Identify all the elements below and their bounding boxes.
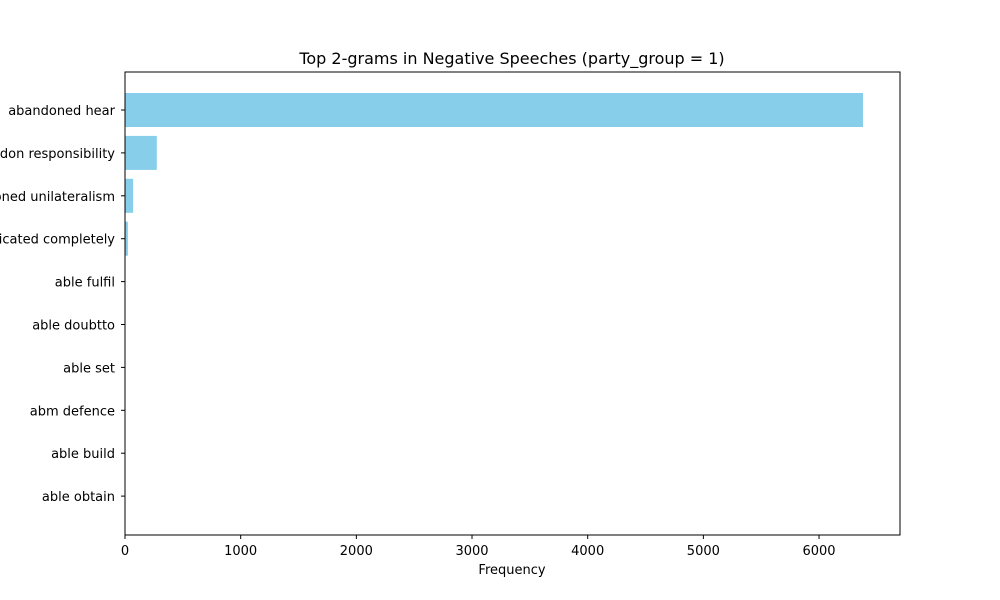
bars-group: [125, 93, 863, 514]
y-tick-label: abm defence: [30, 404, 115, 419]
x-tick-label: 4000: [571, 544, 604, 559]
x-tick-label: 0: [121, 544, 129, 559]
plot-frame: [124, 71, 901, 536]
bar: [125, 135, 157, 170]
y-tick-label: abandoned unilateralism: [0, 190, 115, 205]
y-tick-label: able doubtto: [32, 319, 115, 334]
y-axis-ticks: abandoned hear abandon responsibility aban…: [0, 104, 125, 505]
y-tick-label: able fulfil: [55, 276, 115, 291]
x-tick-label: 2000: [340, 544, 373, 559]
bar: [125, 221, 128, 256]
x-tick-label: 3000: [455, 544, 488, 559]
y-tick-label: able set: [63, 361, 115, 376]
y-tick-label: abandoned hear: [8, 104, 115, 119]
y-tick-label: abandon responsibility: [0, 147, 115, 162]
bar: [125, 93, 863, 127]
x-tick-label: 1000: [224, 544, 257, 559]
y-tick-label: able obtain: [42, 490, 115, 505]
bar: [125, 178, 134, 213]
x-tick-label: 5000: [687, 544, 720, 559]
x-tick-label: 6000: [802, 544, 835, 559]
x-axis-label: Frequency: [478, 563, 545, 578]
y-tick-label: abdicated completely: [0, 233, 115, 248]
y-tick-label: able build: [51, 447, 115, 462]
x-axis-ticks: 0 1000 2000 3000 4000 5000 6000: [121, 535, 836, 559]
chart-title: Top 2-grams in Negative Speeches (party_…: [298, 49, 724, 69]
